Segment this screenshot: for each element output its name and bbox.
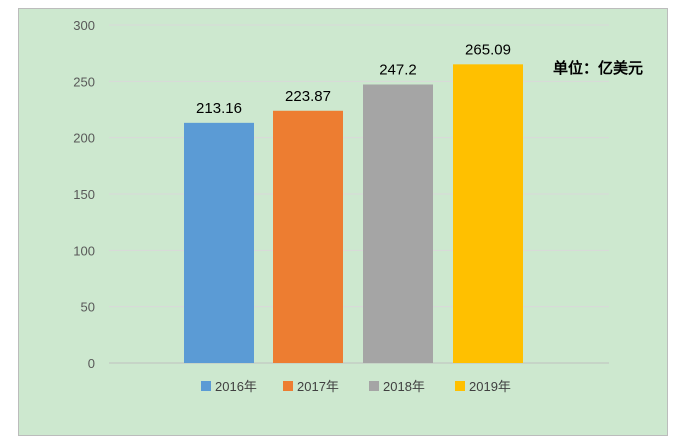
bar-3	[363, 84, 433, 363]
legend-swatch-4	[455, 381, 465, 391]
y-tick-label-100: 100	[73, 243, 95, 258]
data-label-1: 213.16	[196, 100, 242, 117]
legend-swatch-1	[201, 381, 211, 391]
data-label-3: 247.2	[379, 61, 417, 78]
legend: 2016年 2017年 2018年 2019年	[201, 379, 511, 394]
legend-label-4: 2019年	[469, 379, 511, 394]
legend-swatch-3	[369, 381, 379, 391]
y-tick-label-50: 50	[81, 300, 95, 315]
y-tick-label-250: 250	[73, 74, 95, 89]
bar-chart: 0 50 100 150 200 250 300 213.16 223.87 247.2 265.…	[73, 18, 643, 394]
bars	[184, 64, 523, 363]
y-axis-tick-labels: 0 50 100 150 200 250 300	[73, 18, 95, 371]
unit-annotation: 单位：亿美元	[553, 59, 643, 77]
legend-swatch-2	[283, 381, 293, 391]
y-tick-label-0: 0	[88, 356, 95, 371]
legend-label-3: 2018年	[383, 379, 425, 394]
chart-frame: 0 50 100 150 200 250 300 213.16 223.87 247.2 265.…	[18, 8, 668, 436]
legend-label-2: 2017年	[297, 379, 339, 394]
bar-2	[273, 110, 343, 363]
y-tick-label-150: 150	[73, 187, 95, 202]
y-tick-label-300: 300	[73, 18, 95, 33]
bar-1	[184, 122, 254, 363]
data-label-4: 265.09	[465, 41, 511, 58]
data-label-2: 223.87	[285, 88, 331, 105]
y-tick-label-200: 200	[73, 131, 95, 146]
legend-label-1: 2016年	[215, 379, 257, 394]
data-labels: 213.16 223.87 247.2 265.09	[196, 41, 511, 117]
bar-4	[453, 64, 523, 363]
